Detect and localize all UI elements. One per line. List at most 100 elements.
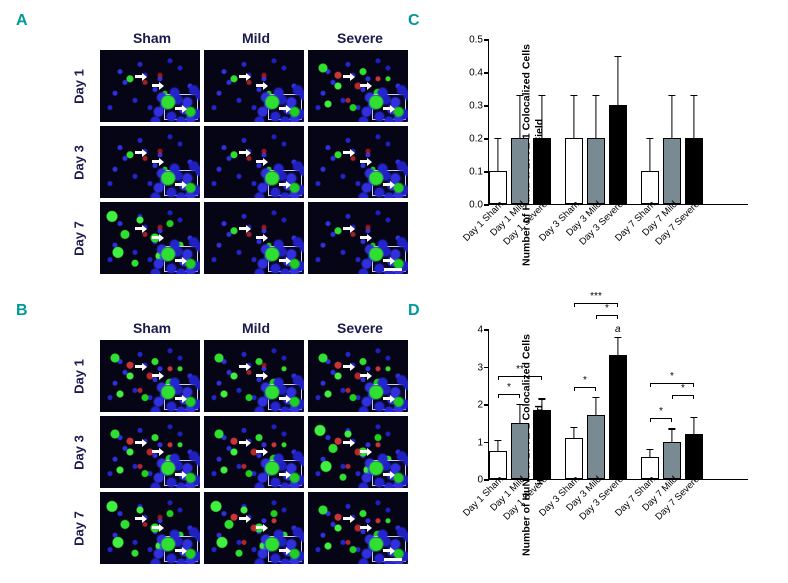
- arrow-icon: [383, 395, 395, 403]
- arrow-icon: [135, 439, 147, 447]
- micrograph: [308, 126, 408, 198]
- error-bar: [617, 56, 618, 106]
- inset: [164, 536, 198, 562]
- inset: [164, 460, 198, 486]
- inset: [268, 536, 302, 562]
- arrow-icon: [343, 363, 355, 371]
- arrow-icon: [279, 395, 291, 403]
- inset: [164, 246, 198, 272]
- micrograph: [100, 202, 200, 274]
- error-bar: [497, 440, 498, 451]
- arrow-icon: [239, 439, 251, 447]
- arrow-icon: [175, 181, 187, 189]
- error-bar: [649, 449, 650, 457]
- micrograph: [204, 492, 304, 564]
- panel-label-d: D: [408, 302, 420, 320]
- bar: [533, 410, 551, 479]
- bar: [685, 434, 703, 479]
- micrograph: [308, 416, 408, 488]
- error-bar: [541, 95, 542, 138]
- error-bar: [497, 138, 498, 171]
- bar-chart-d: Number of HuNu & LYVE-1 Colocalized Cell…: [430, 320, 760, 570]
- inset: [164, 384, 198, 410]
- arrow-icon: [383, 105, 395, 113]
- micrograph: [100, 50, 200, 122]
- y-tick-label: 4: [457, 325, 483, 336]
- inset: [268, 384, 302, 410]
- error-bar: [649, 138, 650, 171]
- inset: [268, 460, 302, 486]
- arrow-icon: [279, 181, 291, 189]
- significance-bracket: ***: [574, 303, 618, 307]
- inset: [372, 94, 406, 120]
- arrow-icon: [135, 225, 147, 233]
- error-bar: [595, 95, 596, 138]
- arrow-icon: [279, 257, 291, 265]
- y-tick-label: 0.2: [457, 134, 483, 145]
- micrograph: [308, 202, 408, 274]
- micrograph: [100, 340, 200, 412]
- inset: [372, 384, 406, 410]
- error-bar: [573, 95, 574, 138]
- significance-label: *: [583, 375, 587, 386]
- significance-bracket: *: [650, 418, 672, 422]
- error-bar: [595, 397, 596, 416]
- significance-bracket: *: [672, 395, 694, 399]
- y-tick-label: 1: [457, 437, 483, 448]
- micrograph: [100, 126, 200, 198]
- column-header: Sham: [100, 30, 204, 46]
- inset: [164, 94, 198, 120]
- y-tick-label: 3: [457, 362, 483, 373]
- column-header: Mild: [204, 30, 308, 46]
- y-tick-label: 0: [457, 475, 483, 486]
- arrow-icon: [383, 257, 395, 265]
- arrow-icon: [175, 395, 187, 403]
- inset: [268, 170, 302, 196]
- arrow-icon: [239, 149, 251, 157]
- arrow-icon: [279, 105, 291, 113]
- arrow-icon: [343, 149, 355, 157]
- bar: [565, 138, 583, 204]
- bar: [511, 423, 529, 479]
- arrow-icon: [239, 363, 251, 371]
- row-label: Day 3: [72, 141, 87, 183]
- micrograph: [100, 492, 200, 564]
- panel-label-c: C: [408, 12, 420, 30]
- significance-bracket: *: [574, 387, 596, 391]
- arrow-icon: [279, 547, 291, 555]
- y-tick-label: 0.3: [457, 101, 483, 112]
- significance-bracket: *: [650, 383, 694, 387]
- micrograph-grid-b: ShamMildSevereDay 1Day 3Day 7: [58, 320, 412, 564]
- arrow-icon: [239, 515, 251, 523]
- error-bar: [617, 337, 618, 356]
- row-label: Day 1: [72, 355, 87, 397]
- error-bar: [671, 428, 672, 441]
- bar: [511, 138, 529, 204]
- significance-label: *: [605, 303, 609, 314]
- significance-bracket: *: [596, 315, 618, 319]
- significance-label: ***: [590, 291, 602, 302]
- y-tick-label: 0.4: [457, 68, 483, 79]
- bar: [587, 415, 605, 479]
- arrow-icon: [383, 471, 395, 479]
- arrow-icon: [135, 363, 147, 371]
- bar: [533, 138, 551, 204]
- bar: [587, 138, 605, 204]
- y-tick-label: 2: [457, 400, 483, 411]
- y-tick-label: 0.1: [457, 167, 483, 178]
- column-header: Severe: [308, 320, 412, 336]
- bar: [609, 355, 627, 479]
- arrow-icon: [239, 73, 251, 81]
- error-bar: [693, 417, 694, 434]
- arrow-icon: [343, 515, 355, 523]
- arrow-icon: [239, 225, 251, 233]
- arrow-icon: [343, 225, 355, 233]
- significance-label: **: [516, 364, 524, 375]
- significance-label: *: [507, 382, 511, 393]
- arrow-icon: [343, 73, 355, 81]
- arrow-icon: [279, 471, 291, 479]
- bar: [663, 138, 681, 204]
- micrograph: [204, 340, 304, 412]
- scale-bar: [384, 268, 402, 271]
- y-tick-label: 0.5: [457, 35, 483, 46]
